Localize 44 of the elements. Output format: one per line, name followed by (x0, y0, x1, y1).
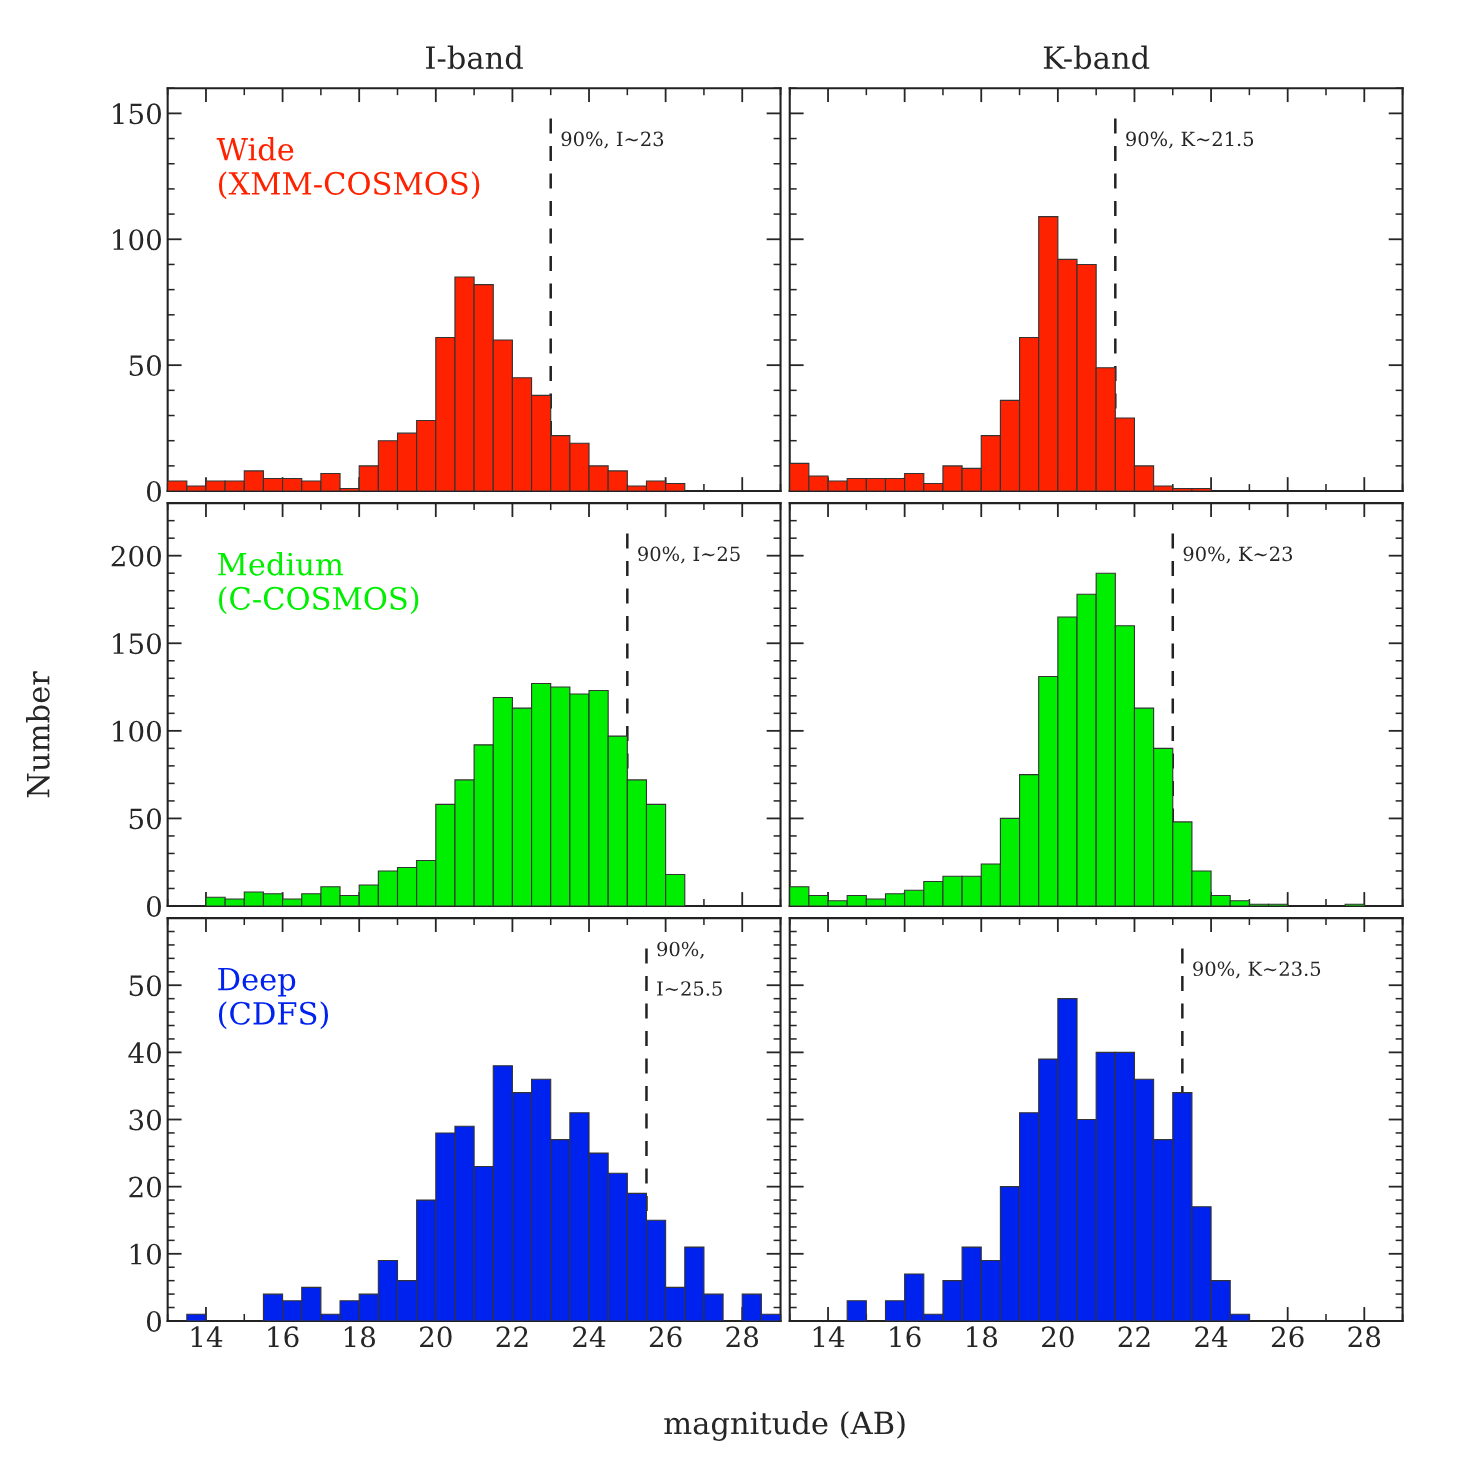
legend-label: Wide (XMM-COSMOS) (216, 137, 480, 200)
chart-title: K-band (1043, 45, 1150, 70)
x-tick-label: 22 (1118, 1326, 1150, 1347)
y-tick-label: 10 (130, 1243, 161, 1265)
x-tick-label: 28 (1348, 1326, 1381, 1348)
x-tick-label: 20 (420, 1326, 452, 1348)
y-tick-label: 0 (146, 1310, 161, 1332)
ref-line-label: 90%, K~21.5 (1126, 131, 1254, 149)
y-tick-label: 0 (146, 480, 161, 503)
ref-line-label: 90%, K~23 (1183, 546, 1293, 564)
y-tick-label: 150 (113, 633, 161, 655)
x-tick-label: 24 (573, 1326, 606, 1347)
x-tick-label: 28 (726, 1326, 759, 1348)
y-tick-label: 100 (113, 229, 161, 251)
x-tick-label: 14 (191, 1326, 223, 1347)
legend-label: Deep (CDFS) (218, 967, 328, 1030)
y-tick-label: 200 (111, 545, 161, 567)
y-axis-title: Number (26, 671, 50, 798)
ref-line-label: 90%, K~23.5 (1193, 961, 1321, 979)
x-tick-label: 22 (496, 1326, 528, 1347)
x-tick-label: 16 (890, 1326, 921, 1348)
y-tick-label: 0 (146, 895, 161, 917)
y-tick-label: 150 (113, 103, 161, 125)
ref-line-label: 90%, I~25 (638, 546, 740, 564)
y-tick-label: 30 (129, 1109, 161, 1131)
y-tick-label: 100 (113, 720, 161, 742)
y-tick-label: 50 (129, 355, 161, 377)
ref-line-label: 90%, I~25.5 (657, 941, 722, 996)
y-tick-label: 20 (129, 1176, 161, 1198)
ref-line-label: 90%, I~23 (561, 131, 664, 149)
y-tick-label: 40 (128, 1042, 161, 1064)
x-tick-label: 18 (966, 1326, 998, 1348)
x-tick-label: 26 (649, 1326, 682, 1348)
x-axis-title: magnitude (AB) (664, 1410, 905, 1441)
y-tick-label: 50 (129, 808, 161, 830)
text: Medium (C-COSMOS) (218, 552, 419, 615)
x-tick-label: 18 (344, 1326, 375, 1348)
x-tick-label: 20 (1042, 1326, 1074, 1348)
chart-title: I-band (426, 45, 523, 70)
x-tick-label: 14 (813, 1326, 845, 1347)
y-tick-label: 50 (129, 975, 161, 997)
x-tick-label: 24 (1195, 1326, 1228, 1347)
x-tick-label: 26 (1271, 1326, 1304, 1348)
x-tick-label: 16 (268, 1326, 299, 1348)
